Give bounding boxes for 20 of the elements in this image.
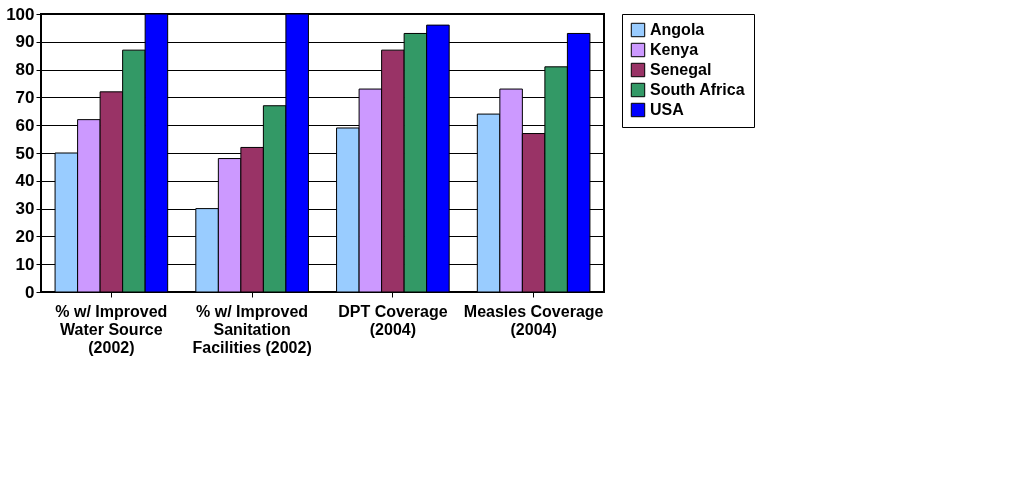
legend-label: Angola [650,21,705,38]
y-tick-label: 80 [15,60,35,80]
y-tick-label: 40 [15,171,35,191]
y-tick-label: 50 [15,143,35,163]
x-tick-label: Measles Coverage (2004) [463,302,604,338]
legend-label: Kenya [650,41,699,58]
y-tick-label: 20 [15,226,35,246]
x-tick-label: % w/ Improved Sanitation Facilities (2002) [192,302,312,356]
y-tick-label: 10 [15,254,35,274]
y-tick-label: 60 [15,115,35,135]
y-tick-label: 70 [15,87,35,107]
y-tick-label: 30 [15,199,35,219]
y-tick-label: 90 [15,32,35,52]
y-tick-label: 100 [6,4,35,24]
legend-label: Senegal [650,61,712,78]
y-tick-label: 0 [25,282,35,302]
legend-label: South Africa [650,81,745,98]
legend-label: USA [650,101,685,118]
x-tick-label: % w/ Improved Water Source (2002) [55,302,168,356]
x-tick-label: DPT Coverage (2004) [338,302,448,338]
